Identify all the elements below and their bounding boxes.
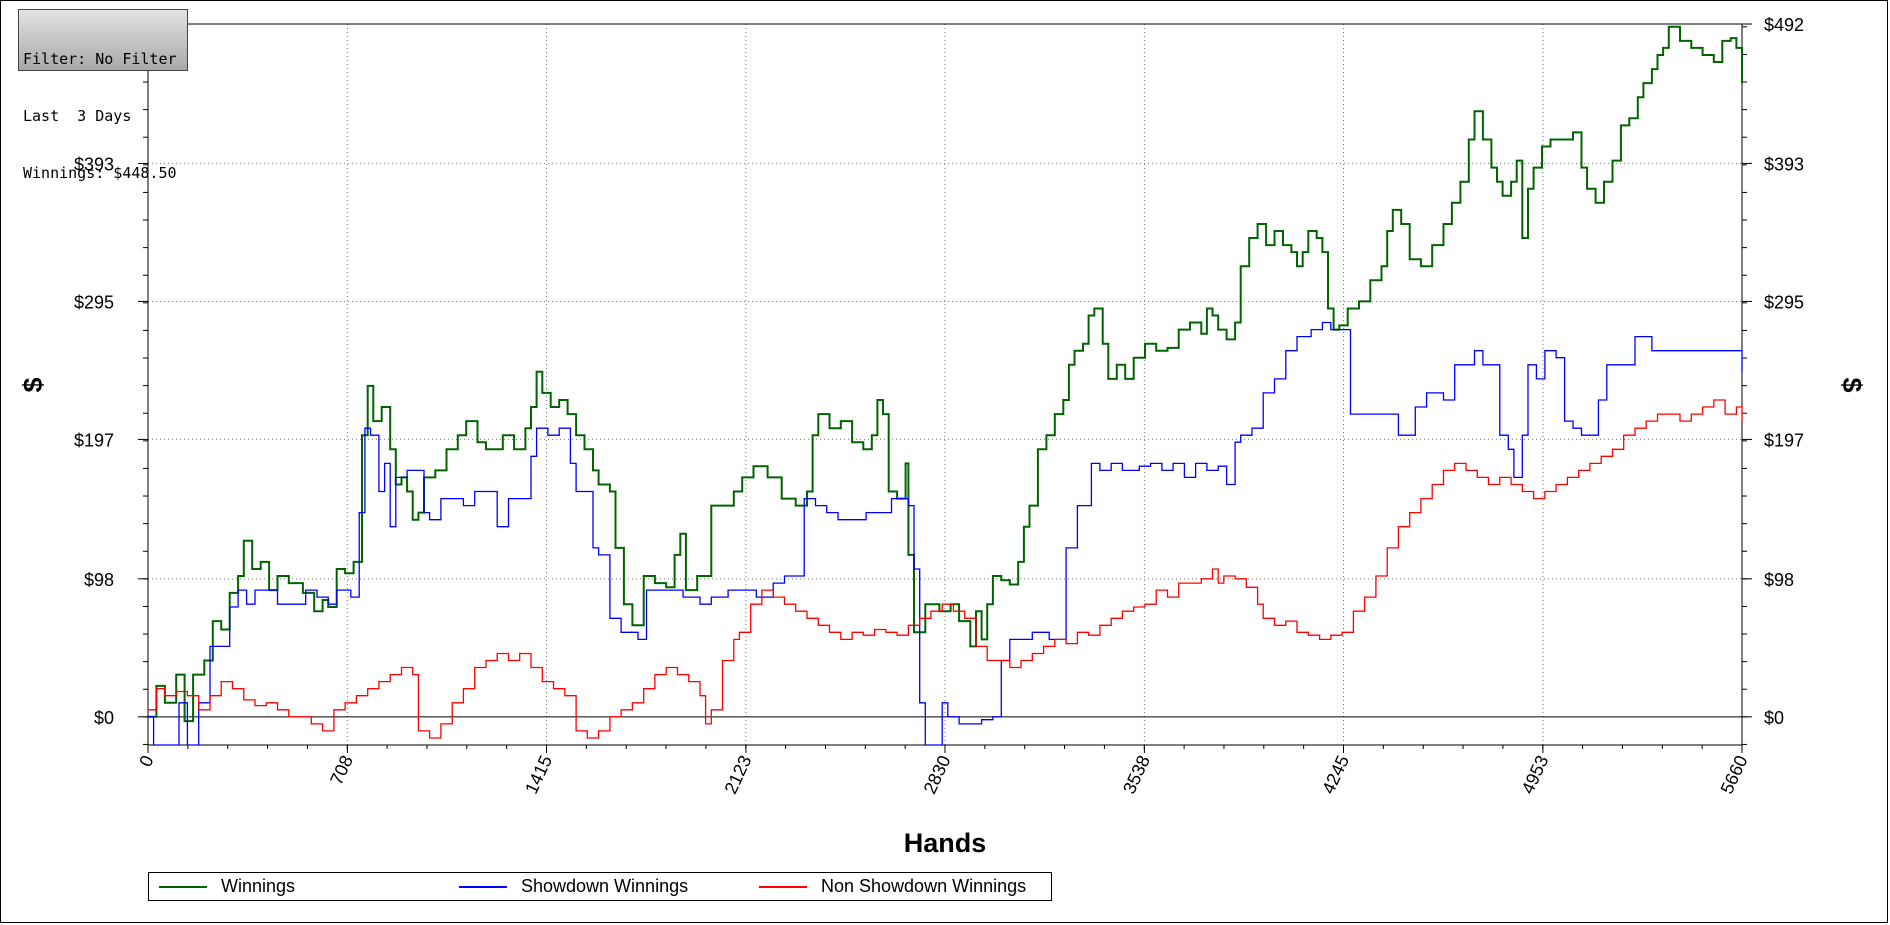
y-tick-label-left: $0 [94, 708, 114, 728]
y-tick-label-left: $197 [74, 430, 114, 450]
y-tick-label-left: $295 [74, 292, 114, 312]
filter-info-box: Filter: No Filter Last 3 Days Winnings: … [18, 9, 188, 182]
y-tick-label-right: $98 [1764, 570, 1794, 590]
y-tick-label-right: $295 [1764, 292, 1804, 312]
series-line-showdown [148, 321, 1743, 746]
x-tick-label: 0 [135, 752, 157, 770]
x-tick-label: 4245 [1318, 752, 1353, 797]
legend-item-non-showdown: Non Showdown Winnings [759, 873, 1026, 900]
legend: Winnings Showdown Winnings Non Showdown … [148, 872, 1052, 901]
series-line-non-showdown [148, 399, 1743, 739]
x-tick-label: 1415 [521, 752, 556, 797]
x-tick-label: 2123 [720, 752, 755, 797]
tick-labels: 0 708 1415 2123 2830 3538 4245 4953 5660 $0 $0 $98 $… [74, 15, 1804, 797]
legend-label-showdown: Showdown Winnings [521, 876, 689, 896]
y-tick-label-left: $98 [84, 570, 114, 590]
x-tick-label: 2830 [920, 752, 955, 797]
series-line-winnings [148, 25, 1743, 723]
y-axis-title-right: $ [1837, 377, 1867, 392]
winnings-text: Winnings: $448.50 [23, 164, 177, 182]
y-tick-label-right: $393 [1764, 154, 1804, 174]
x-tick-label: 708 [326, 752, 357, 788]
legend-swatch-showdown [459, 885, 507, 888]
y-axis-title-left: $ [18, 377, 48, 392]
y-tick-label-right: $492 [1764, 15, 1804, 35]
grid [148, 24, 1742, 745]
legend-label-winnings: Winnings [221, 876, 296, 896]
filter-text: Filter: No Filter [23, 50, 177, 68]
y-tick-label-right: $0 [1764, 708, 1784, 728]
legend-swatch-winnings [159, 885, 207, 888]
y-tick-label-right: $197 [1764, 430, 1804, 450]
period-text: Last 3 Days [23, 107, 132, 125]
x-axis-title: Hands [904, 828, 987, 858]
legend-label-non-showdown: Non Showdown Winnings [821, 876, 1027, 896]
series-lines [148, 25, 1743, 746]
legend-item-showdown: Showdown Winnings [459, 873, 688, 900]
x-tick-label: 3538 [1119, 752, 1154, 797]
x-tick-label: 4953 [1517, 752, 1552, 797]
legend-item-winnings: Winnings [159, 873, 295, 900]
legend-swatch-non-showdown [759, 885, 807, 888]
y-tick-label-left: $393 [74, 154, 114, 174]
x-tick-label: 5660 [1717, 752, 1752, 797]
